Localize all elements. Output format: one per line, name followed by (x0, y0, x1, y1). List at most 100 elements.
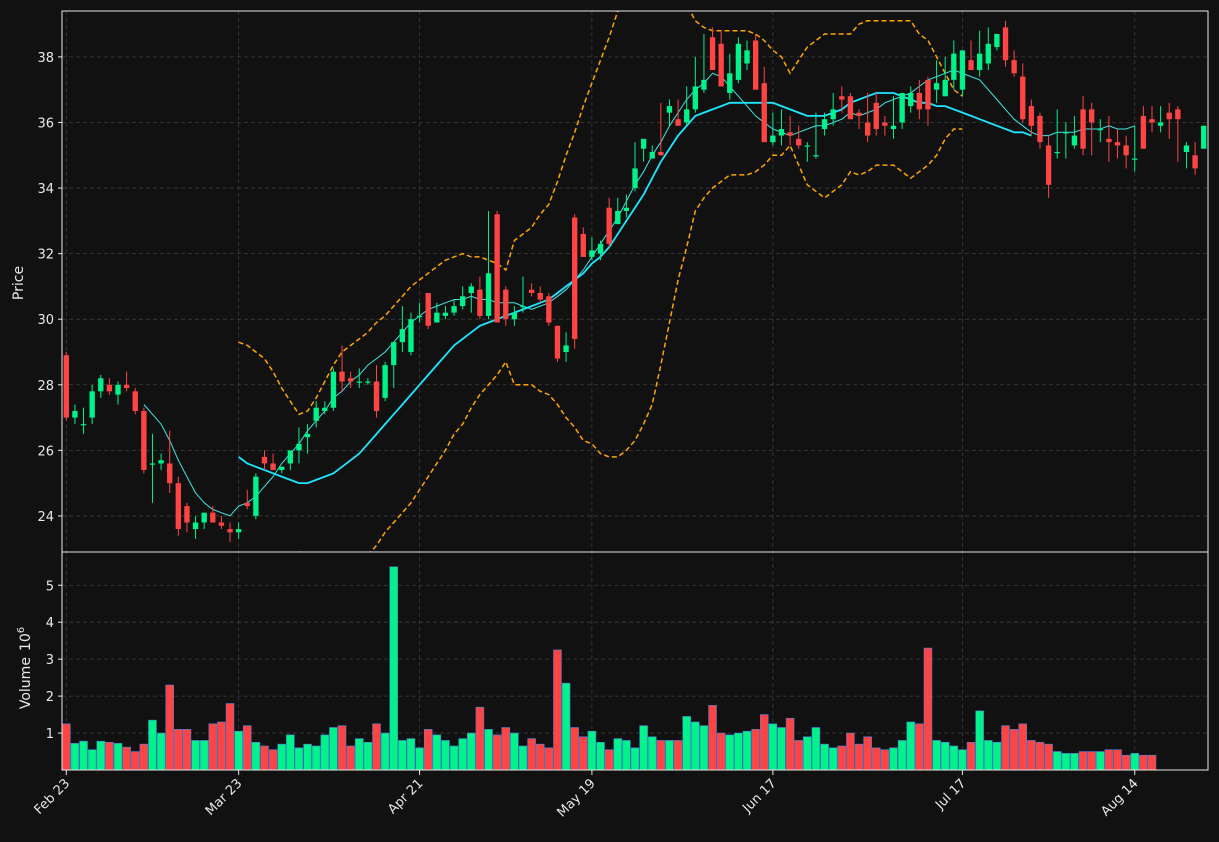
volume-bar (699, 725, 709, 770)
candle-body (1028, 106, 1035, 126)
volume-bar (441, 740, 450, 770)
candle-body (313, 407, 319, 421)
volume-bar (432, 734, 442, 770)
candle-body (839, 96, 845, 100)
volume-bar (268, 749, 278, 770)
moving-average-fast-line (143, 69, 1135, 517)
volume-bar (355, 738, 364, 770)
volume-bar (768, 723, 778, 770)
candle-body (649, 151, 655, 159)
moving-averages (143, 69, 1135, 517)
volume-bar (596, 741, 605, 770)
volume-bar (1035, 741, 1045, 770)
volume-bar (423, 729, 433, 770)
candle-body (770, 135, 776, 143)
candle-body (477, 289, 483, 316)
candle-body (632, 168, 638, 189)
volume-bar (535, 743, 545, 770)
volume-bar (1001, 725, 1010, 770)
bollinger-bands (238, 11, 963, 552)
volume-tick-label: 1 (46, 727, 54, 742)
candle-body (847, 96, 854, 120)
candle-body (270, 463, 276, 471)
candle-body (528, 289, 535, 293)
candle-body (451, 306, 457, 313)
candle-body (675, 119, 681, 126)
volume-bar (389, 566, 399, 770)
candle-body (1201, 125, 1207, 149)
candle-body (985, 43, 991, 64)
volume-bar (734, 732, 743, 770)
volume-bar (1078, 751, 1088, 770)
volume-bar (682, 716, 691, 770)
candle-body (692, 86, 698, 110)
candle-body (563, 345, 569, 352)
volume-bar (656, 740, 666, 770)
candle-body (597, 243, 604, 254)
volume-bar (415, 747, 424, 770)
volume-axis-label: Volume 106 (16, 627, 34, 709)
candle-body (778, 129, 785, 136)
volume-bar (156, 732, 166, 770)
candle-body (916, 92, 923, 110)
candle-body (1020, 76, 1026, 120)
candle-body (167, 463, 173, 484)
candle-body (666, 106, 673, 113)
volume-bar (906, 721, 915, 770)
price-axis-label: Price (11, 266, 27, 300)
candle-body (701, 79, 707, 90)
candle-body (951, 53, 957, 80)
candle-body (192, 522, 199, 530)
candle-body (1175, 109, 1181, 120)
price-tick-label: 28 (37, 379, 54, 394)
volume-bar (828, 747, 838, 770)
price-tick-label: 34 (37, 182, 54, 197)
volume-bar (949, 745, 959, 770)
volume-bar (570, 727, 579, 770)
candle-body (1123, 145, 1129, 156)
volume-bar (87, 749, 97, 770)
volume-bar (484, 729, 493, 770)
candle-body (787, 132, 793, 136)
volume-bar (406, 738, 416, 770)
volume-bar (837, 745, 847, 770)
volume-bar (871, 747, 881, 770)
volume-bar (785, 717, 795, 770)
volume-tick-label: 4 (46, 616, 54, 631)
volume-bar (889, 747, 898, 770)
volume-bar (79, 740, 88, 770)
candle-body (615, 211, 621, 225)
volume-bar (199, 740, 209, 770)
volume-bar (708, 705, 717, 770)
candle-body (1089, 109, 1095, 123)
volume-bar (1009, 729, 1019, 770)
candle-body (1114, 142, 1121, 146)
volume-bar (294, 747, 304, 770)
bollinger-lower-line (297, 128, 963, 552)
volume-bar (975, 710, 984, 770)
candle-body (459, 296, 466, 307)
volume-bar (1121, 754, 1131, 770)
candle-body (1183, 145, 1190, 152)
candle-body (804, 145, 811, 147)
volume-bar (751, 729, 760, 770)
volume-bar (622, 740, 631, 770)
candle-body (1140, 115, 1147, 149)
grid (62, 11, 1208, 770)
volume-bar (923, 647, 933, 770)
candle-body (546, 296, 552, 323)
volume-tick-label: 3 (46, 653, 54, 668)
volume-bar (1061, 753, 1071, 770)
candle-body (503, 289, 509, 320)
volume-bar (458, 738, 467, 770)
candle-body (925, 79, 931, 110)
candle-body (580, 233, 586, 257)
candle-body (942, 79, 948, 97)
candle-body (537, 292, 543, 300)
volume-bar (234, 730, 243, 770)
volume-bars (62, 566, 1157, 770)
candle-body (287, 450, 294, 464)
candle-body (959, 50, 966, 90)
volume-bar (854, 743, 864, 770)
